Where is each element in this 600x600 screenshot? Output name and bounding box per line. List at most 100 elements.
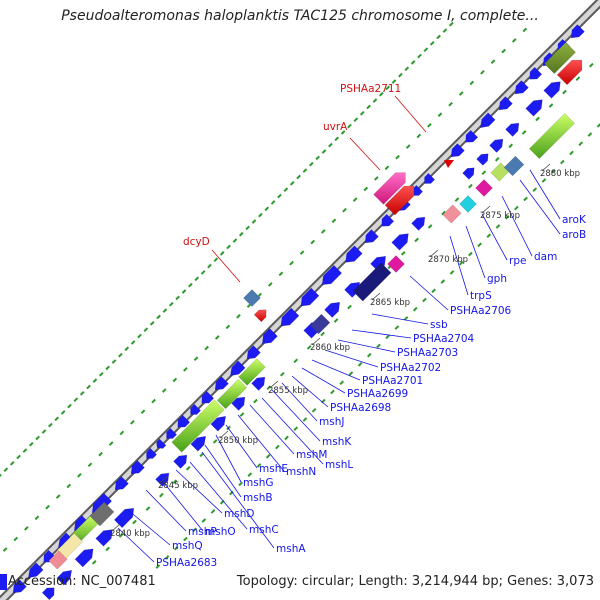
guide-dot <box>296 174 301 180</box>
gene-arrow <box>300 287 320 307</box>
guide-dot <box>302 168 308 173</box>
guide-dot <box>490 59 496 65</box>
guide-dot <box>458 260 464 266</box>
gene-arrow <box>450 143 465 158</box>
gene-arrow <box>364 229 379 244</box>
green-feature <box>216 378 248 410</box>
gene-arrow <box>411 216 426 231</box>
guide-dot <box>293 358 299 364</box>
guide-dot <box>416 133 422 139</box>
gene-arrow <box>262 328 278 344</box>
gene-arrow <box>113 507 135 529</box>
gene-arrow <box>489 138 504 153</box>
guide-dot <box>232 238 238 243</box>
guide-dot <box>275 444 280 450</box>
guide-dot <box>140 409 146 415</box>
guide-dot <box>494 156 500 162</box>
gene-label: aroK <box>562 214 587 226</box>
tick-label: 2855 kbp <box>268 386 308 396</box>
guide-dot <box>156 314 161 320</box>
guide-dot <box>45 504 50 510</box>
guide-dot <box>302 417 308 422</box>
guide-dot <box>522 27 528 33</box>
gene-arrow <box>229 360 246 377</box>
leader-line <box>324 349 379 368</box>
leader-line <box>145 489 187 532</box>
gene-arrow <box>12 579 27 594</box>
guide-dot <box>363 186 369 192</box>
guide-dot <box>480 70 485 75</box>
guide-dot <box>161 388 167 393</box>
green-feature <box>238 358 266 386</box>
guide-dot <box>511 38 517 43</box>
guide-dot <box>98 371 104 377</box>
guide-dot <box>431 288 436 294</box>
gene-label: PSHAa2703 <box>397 347 458 359</box>
guide-dot <box>587 132 593 137</box>
guide-dot <box>541 178 547 183</box>
guide-dot <box>410 60 416 65</box>
guide-dot <box>366 104 371 110</box>
leader-line <box>261 397 324 465</box>
guide-dot <box>379 91 384 97</box>
gene-label: mshL <box>325 459 353 471</box>
guide-dot <box>562 89 567 95</box>
guide-dot <box>342 207 347 213</box>
guide-dot <box>514 205 519 211</box>
gene-arrow <box>177 414 191 428</box>
guide-dot <box>79 391 85 396</box>
tick-line <box>219 430 229 439</box>
guide-dot <box>454 197 460 202</box>
tick-label: 2860 kbp <box>310 343 350 353</box>
guide-dot <box>264 206 270 212</box>
guide-dot <box>258 212 263 218</box>
gene-arrow <box>514 80 529 95</box>
guide-dot <box>458 91 464 96</box>
guide-dot <box>226 244 231 250</box>
steel-feature <box>503 155 525 177</box>
tick-label: 2870 kbp <box>428 255 468 265</box>
guide-dot <box>477 242 482 248</box>
guide-dot <box>48 422 53 428</box>
tick-line <box>429 249 439 258</box>
gene-arrow <box>190 435 207 452</box>
guide-dot <box>54 416 60 422</box>
guide-dot <box>403 316 409 321</box>
leader-line <box>519 179 561 235</box>
guide-dot <box>143 327 149 333</box>
guide-dot <box>280 371 285 377</box>
guide-dot <box>73 397 79 403</box>
guide-dot <box>504 214 510 220</box>
guide-dot <box>212 439 218 444</box>
guide-dot <box>394 325 400 330</box>
guide-dot <box>283 187 289 192</box>
gene-arrow <box>246 345 261 360</box>
gene-arrow <box>345 245 363 263</box>
guide-dot <box>175 295 180 301</box>
leader-line <box>271 389 321 442</box>
rna-feature <box>384 185 415 216</box>
guide-dot <box>442 28 448 33</box>
gene-arrow <box>231 396 246 411</box>
guide-dot <box>193 356 199 361</box>
guide-dot <box>347 304 352 310</box>
gene-arrow <box>27 562 44 579</box>
guide-dot <box>201 518 207 523</box>
rna-label: uvrA <box>323 121 348 133</box>
guide-dot <box>92 378 98 383</box>
guide-dot <box>532 187 538 192</box>
guide-dot <box>2 547 8 552</box>
guide-dot <box>284 435 289 441</box>
guide-dot <box>247 472 253 477</box>
guide-dot <box>405 144 411 149</box>
guide-dot <box>0 473 2 477</box>
guide-dot <box>328 142 333 148</box>
guide-dot <box>238 481 243 487</box>
gene-label: mshC <box>249 524 279 536</box>
guide-dot <box>111 359 117 364</box>
guide-dot <box>436 34 441 40</box>
guide-dot <box>548 103 554 108</box>
guide-dot <box>333 318 339 323</box>
